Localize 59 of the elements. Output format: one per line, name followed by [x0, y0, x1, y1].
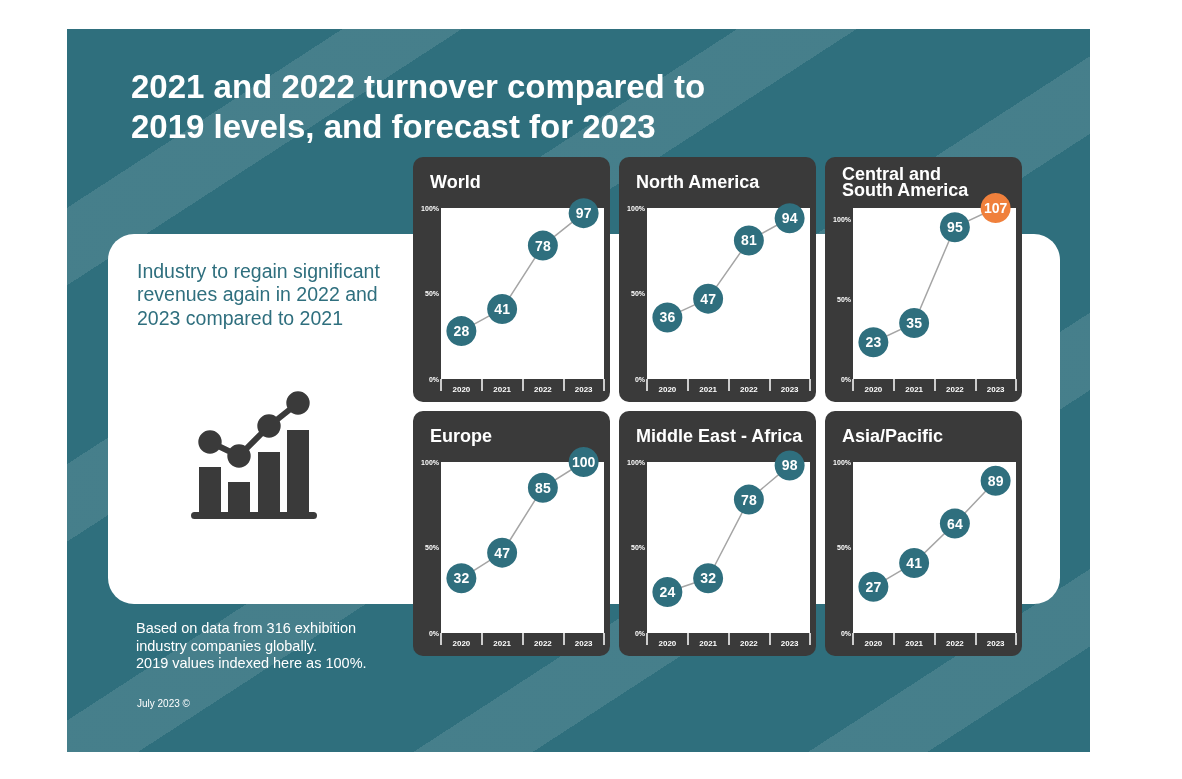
x-tick-label: 2022: [945, 638, 965, 648]
chart-title: Asia/Pacific: [842, 426, 944, 446]
text: 2019 values indexed here as 100%.: [136, 655, 368, 673]
x-tick-label: 2021: [905, 384, 924, 394]
data-label: 47: [700, 290, 717, 307]
x-tick-label: 2021: [493, 384, 512, 394]
x-tick-label: 2020: [658, 384, 677, 394]
x-tick-label: 2021: [905, 638, 924, 648]
x-tick-label: 2020: [452, 384, 471, 394]
data-label: 27: [865, 578, 882, 595]
x-tick-label: 2023: [574, 638, 594, 648]
x-tick-label: 2023: [986, 638, 1006, 648]
x-tick-label: 2021: [493, 638, 512, 648]
data-label: 36: [659, 309, 676, 326]
data-label: 28: [453, 323, 470, 340]
data-label: 81: [741, 232, 757, 249]
data-label: 41: [906, 554, 923, 571]
x-tick-label: 2022: [533, 384, 553, 394]
data-label: 94: [781, 210, 798, 227]
data-label: 32: [700, 570, 717, 587]
data-label: 107: [983, 200, 1008, 216]
x-tick-label: 2022: [739, 384, 759, 394]
x-tick-label: 2020: [864, 384, 883, 394]
x-tick-label: 2023: [780, 638, 800, 648]
chart-title: Europe: [430, 426, 493, 446]
data-label: 89: [987, 472, 1004, 489]
data-label: 95: [947, 219, 963, 236]
text: Industry to regain significant revenues again in 2022 and 2023 compared to 2021: [137, 260, 381, 330]
chart-title: North America: [636, 172, 760, 192]
text: Based on data from 316 exhibition industry companies globally.: [136, 620, 358, 655]
x-tick-label: 2022: [945, 384, 965, 394]
chart-title: Middle East - Africa: [636, 426, 803, 446]
data-label: 78: [741, 491, 757, 508]
data-label: 78: [535, 237, 551, 254]
text: July 2023 ©: [137, 698, 190, 709]
data-label: 23: [865, 334, 882, 351]
x-tick-label: 2020: [864, 638, 883, 648]
x-tick-label: 2020: [452, 638, 471, 648]
x-tick-label: 2023: [780, 384, 800, 394]
data-label: 100: [571, 454, 596, 470]
data-label: 98: [781, 457, 798, 474]
data-label: 41: [494, 300, 511, 317]
data-label: 47: [494, 544, 511, 561]
x-tick-label: 2023: [986, 384, 1006, 394]
text: 2021 and 2022 turnover compared to 2019 levels, and forecast for 2023: [131, 67, 707, 147]
x-tick-label: 2022: [739, 638, 759, 648]
x-tick-label: 2021: [699, 384, 718, 394]
chart-title: World: [430, 172, 481, 192]
x-tick-label: 2023: [574, 384, 594, 394]
x-tick-label: 2021: [699, 638, 718, 648]
data-label: 35: [906, 315, 923, 332]
x-tick-label: 2020: [658, 638, 677, 648]
data-label: 24: [659, 583, 676, 600]
chart-title: Central and South America: [842, 164, 970, 200]
x-tick-label: 2022: [533, 638, 553, 648]
data-label: 32: [453, 570, 470, 587]
data-label: 64: [947, 515, 963, 532]
data-label: 97: [575, 205, 592, 222]
data-label: 85: [535, 479, 551, 496]
